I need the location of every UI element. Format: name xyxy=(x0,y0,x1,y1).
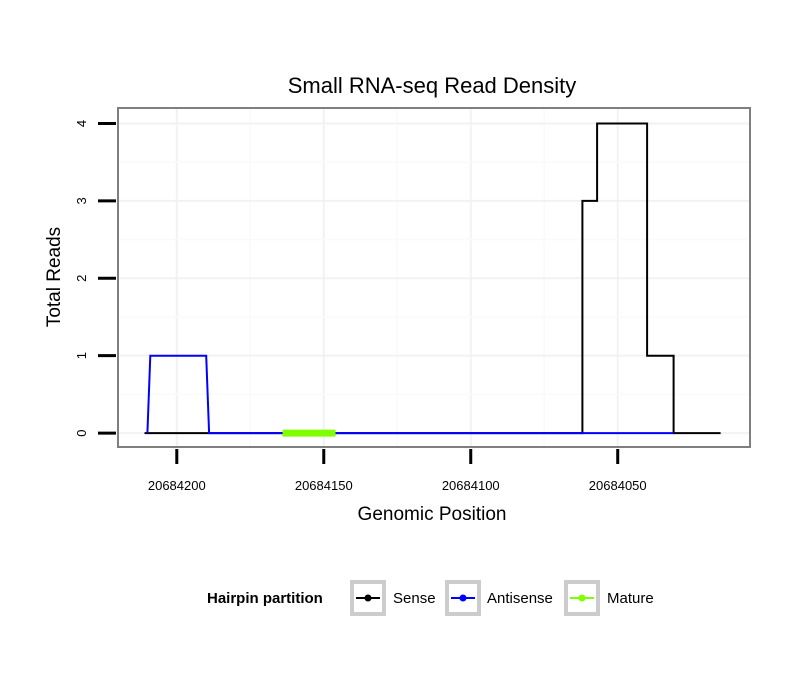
legend: Hairpin partition Sense Antisense Mature xyxy=(207,580,654,616)
x-tick-label: 20684200 xyxy=(148,478,206,493)
y-axis-label: Total Reads xyxy=(44,227,65,327)
legend-key-dot-antisense xyxy=(459,594,467,602)
y-axis: 0 1 2 3 4 xyxy=(74,120,116,437)
x-tick-label: 20684150 xyxy=(295,478,353,493)
y-tick-label: 4 xyxy=(74,120,89,127)
x-axis-label: Genomic Position xyxy=(358,504,507,525)
legend-key-dot-mature xyxy=(578,594,586,602)
legend-key-dot-sense xyxy=(364,594,372,602)
legend-label-antisense: Antisense xyxy=(487,590,553,607)
y-tick-label: 3 xyxy=(74,197,89,204)
x-tick-label: 20684050 xyxy=(589,478,647,493)
y-tick-label: 0 xyxy=(74,429,89,436)
series-line-sense xyxy=(144,122,721,435)
plot-panel-border xyxy=(117,107,751,448)
x-tick-label: 20684100 xyxy=(442,478,500,493)
legend-label-mature: Mature xyxy=(607,590,654,607)
y-tick-label: 2 xyxy=(74,275,89,282)
chart-title: Small RNA-seq Read Density xyxy=(288,73,577,98)
legend-label-sense: Sense xyxy=(393,590,436,607)
y-tick-label: 1 xyxy=(74,352,89,359)
series-line-antisense xyxy=(146,354,674,435)
series-layer xyxy=(144,122,721,437)
x-axis: 20684200 20684150 20684100 20684050 xyxy=(148,449,647,493)
legend-title: Hairpin partition xyxy=(207,590,323,607)
